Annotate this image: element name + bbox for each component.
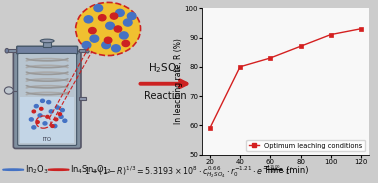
Text: H$_2$SO$_4$: H$_2$SO$_4$ (148, 61, 182, 75)
Circle shape (36, 121, 39, 124)
Circle shape (51, 125, 54, 127)
Circle shape (32, 110, 36, 113)
Circle shape (49, 110, 53, 113)
Legend: Optimum leaching conditions: Optimum leaching conditions (246, 140, 365, 151)
Circle shape (63, 119, 67, 122)
Ellipse shape (40, 39, 54, 43)
Text: Reaction: Reaction (144, 91, 186, 101)
Bar (20, 97, 74, 143)
Circle shape (29, 118, 33, 121)
Circle shape (116, 9, 124, 16)
Ellipse shape (86, 48, 89, 53)
FancyBboxPatch shape (18, 53, 77, 145)
Circle shape (56, 106, 59, 109)
Circle shape (58, 113, 62, 115)
Circle shape (122, 40, 130, 46)
Y-axis label: In leaching rate, R (%): In leaching rate, R (%) (174, 38, 183, 124)
Text: In$_2$O$_3$: In$_2$O$_3$ (25, 163, 48, 176)
Text: $1-(1-R)^{1/3}=5.3193\times10^{8}\cdot c_{H_2SO_4}^{0.66}\cdot r_0^{-1.21}\cdot : $1-(1-R)^{1/3}=5.3193\times10^{8}\cdot c… (84, 163, 294, 180)
Circle shape (119, 32, 128, 39)
Circle shape (102, 42, 110, 49)
Circle shape (99, 15, 106, 21)
Circle shape (82, 42, 91, 49)
Circle shape (84, 16, 93, 23)
Circle shape (112, 45, 120, 52)
FancyBboxPatch shape (13, 51, 81, 148)
Circle shape (90, 35, 99, 42)
Circle shape (48, 169, 69, 170)
Circle shape (89, 27, 96, 34)
Circle shape (32, 126, 36, 129)
X-axis label: Time (min): Time (min) (263, 166, 308, 175)
Ellipse shape (5, 48, 9, 53)
Circle shape (110, 13, 118, 19)
Circle shape (46, 115, 49, 118)
Circle shape (43, 122, 47, 125)
Bar (79, 97, 85, 100)
Circle shape (40, 99, 45, 102)
Circle shape (76, 2, 141, 56)
Circle shape (114, 26, 122, 32)
Circle shape (47, 100, 51, 104)
Circle shape (124, 19, 132, 26)
Circle shape (3, 169, 24, 170)
Circle shape (34, 104, 38, 108)
Bar (7, 49, 16, 52)
Text: In$_4$Sn$_3$O$_{12}$: In$_4$Sn$_3$O$_{12}$ (70, 163, 112, 176)
Circle shape (38, 114, 42, 117)
Bar (43, 41, 51, 47)
Circle shape (59, 115, 63, 118)
Bar (79, 49, 87, 52)
Circle shape (127, 13, 136, 20)
Circle shape (60, 109, 64, 112)
Circle shape (106, 22, 115, 29)
Circle shape (94, 5, 102, 12)
Ellipse shape (5, 87, 13, 94)
FancyBboxPatch shape (17, 46, 77, 54)
Circle shape (104, 37, 112, 43)
Circle shape (40, 107, 43, 110)
Text: ITO: ITO (43, 137, 52, 142)
Circle shape (54, 118, 58, 121)
Circle shape (53, 124, 57, 128)
